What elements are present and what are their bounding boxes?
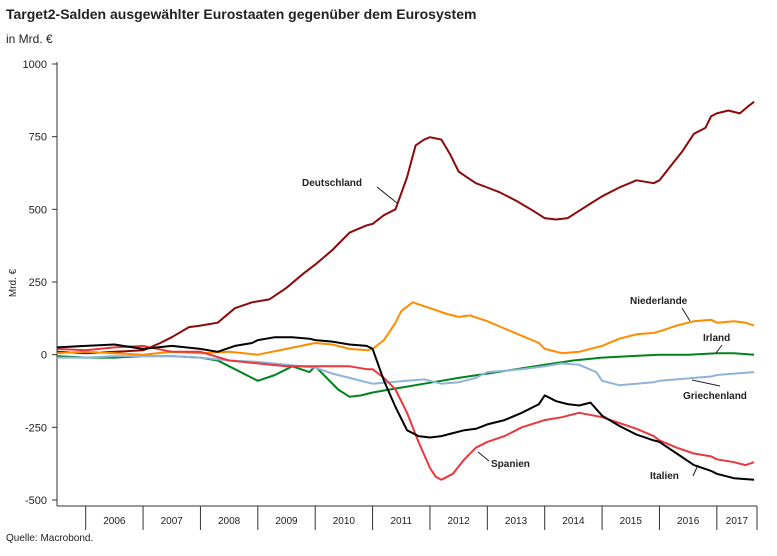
annotation-label-italien: Italien xyxy=(650,471,679,482)
chart-unit-subtitle: in Mrd. € xyxy=(6,32,53,46)
annotation-label-griechenland: Griechenland xyxy=(683,391,747,402)
y-tick-label: 250 xyxy=(29,277,47,289)
x-tick-label: 2016 xyxy=(677,516,700,527)
series-line-italien xyxy=(56,336,755,481)
annotation-leader-griechenland xyxy=(691,379,721,387)
y-tick-label: 1000 xyxy=(23,59,47,71)
x-tick-label: 2007 xyxy=(161,516,184,527)
y-axis-label: Mrd. € xyxy=(8,268,19,297)
y-tick-label: -250 xyxy=(25,422,47,434)
x-tick-label: 2014 xyxy=(562,516,585,527)
x-tick-label: 2010 xyxy=(333,516,356,527)
series-group xyxy=(56,101,755,481)
y-axis: 1000 750 500 250 0 -250 -500 xyxy=(23,59,58,507)
x-tick-label: 2008 xyxy=(218,516,241,527)
annotation-label-spanien: Spanien xyxy=(491,459,530,470)
annotation-leader-spanien xyxy=(477,451,490,462)
source-note: Quelle: Macrobond. xyxy=(6,533,94,544)
x-tick-label: 2006 xyxy=(103,516,126,527)
y-tick-label: 750 xyxy=(29,132,47,144)
y-tick-label: -500 xyxy=(25,495,47,507)
x-tick-label: 2011 xyxy=(391,516,413,527)
y-tick-label: 500 xyxy=(29,204,47,216)
x-tick-label: 2009 xyxy=(275,516,298,527)
y-tick-label: 0 xyxy=(41,350,47,362)
chart-title: Target2-Salden ausgewählter Eurostaaten … xyxy=(6,6,477,22)
x-tick-label: 2017 xyxy=(726,516,749,527)
series-line-deutschland xyxy=(56,101,755,355)
series-line-griechenland xyxy=(57,355,755,387)
annotation-label-niederlande: Niederlande xyxy=(630,296,688,307)
series-line-niederlande xyxy=(56,301,755,356)
annotation-group: Deutschland Niederlande Irland Griechenland… xyxy=(302,178,747,482)
x-axis: 2006 2007 2008 2009 2010 2011 2012 2013 2014 2015… xyxy=(57,505,758,530)
annotation-leader-irland xyxy=(715,344,723,354)
annotation-leader-italien xyxy=(692,464,699,477)
annotation-leader-niederlande xyxy=(681,307,691,322)
series-line-spanien xyxy=(56,344,755,481)
x-tick-label: 2013 xyxy=(505,516,528,527)
annotation-leader-deutschland xyxy=(376,186,398,204)
x-tick-label: 2012 xyxy=(448,516,471,527)
annotation-label-irland: Irland xyxy=(703,333,730,344)
annotation-label-deutschland: Deutschland xyxy=(302,178,362,189)
series-line-irland xyxy=(56,352,755,398)
x-tick-label: 2015 xyxy=(620,516,643,527)
